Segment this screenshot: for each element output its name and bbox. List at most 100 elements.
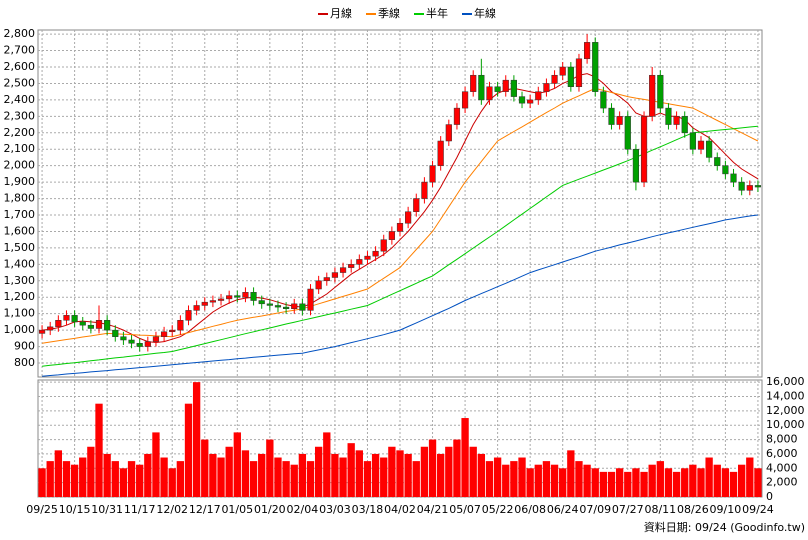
volume-bar [404, 453, 412, 497]
volume-bar [152, 432, 160, 497]
y-tick-label: 2,200 [4, 126, 36, 139]
y-tick-label: 1,400 [4, 257, 36, 270]
x-tick-label: 01/05 [221, 503, 253, 516]
candle-body [722, 165, 729, 175]
volume-bar [477, 453, 486, 497]
x-tick-label: 04/21 [417, 503, 449, 516]
y-tick-label: 1,800 [4, 192, 36, 205]
candle-body [608, 107, 615, 125]
candle-body [242, 292, 249, 298]
candle-body [754, 185, 762, 188]
volume-bar [323, 432, 331, 497]
candle-body [730, 173, 737, 183]
candle-body [413, 198, 420, 212]
volume-bar [371, 453, 380, 497]
candle-body [470, 74, 477, 92]
volume-bar [445, 446, 453, 497]
candle-body [535, 91, 542, 101]
candle-body [640, 116, 648, 183]
volume-bar [550, 464, 559, 497]
volume-bar [355, 450, 363, 497]
volume-bar [681, 468, 689, 497]
volume-bar [314, 446, 323, 497]
x-tick-label: 06/08 [514, 503, 546, 516]
candle-body [706, 140, 713, 158]
x-tick-label: 07/27 [612, 503, 644, 516]
candle-body [527, 99, 534, 104]
x-tick-label: 09/24 [742, 503, 774, 516]
volume-bar [542, 461, 551, 497]
volume-bar [583, 464, 591, 497]
volume-tick-label: 14,000 [766, 390, 805, 403]
volume-bar [615, 468, 624, 497]
volume-bar [119, 468, 128, 497]
volume-bar [103, 453, 111, 497]
candle-body [274, 305, 282, 308]
y-tick-label: 2,600 [4, 60, 36, 73]
x-tick-label: 01/20 [254, 503, 286, 516]
candle-body [429, 165, 436, 183]
legend-label: 半年 [426, 6, 448, 20]
volume-bar [225, 446, 233, 497]
volume-tick-label: 0 [766, 490, 773, 503]
candle-body [632, 148, 640, 183]
volume-bar [136, 464, 144, 497]
candle-body [396, 222, 404, 232]
y-tick-label: 1,700 [4, 208, 36, 221]
x-tick-label: 03/03 [319, 503, 351, 516]
candle-body [356, 259, 363, 265]
volume-bar [672, 471, 681, 497]
y-tick-label: 1,000 [4, 323, 36, 336]
volume-bar [518, 457, 526, 497]
volume-bar [282, 461, 290, 497]
volume-bar [640, 471, 648, 497]
candle-body [185, 310, 192, 321]
x-tick-label: 12/02 [156, 503, 188, 516]
candle-body [144, 341, 151, 347]
legend-label: 季線 [378, 6, 400, 20]
volume-bar [306, 461, 315, 497]
candle-body [543, 83, 550, 92]
x-tick-label: 06/24 [547, 503, 579, 516]
volume-bar [184, 403, 193, 497]
candle-body [478, 74, 485, 101]
candle-body [201, 301, 208, 306]
volume-bar [160, 457, 168, 497]
x-tick-label: 05/07 [449, 503, 481, 516]
candle-body [152, 336, 160, 342]
volume-tick-label: 6,000 [766, 447, 798, 460]
volume-bar [526, 468, 534, 497]
volume-bar [559, 468, 567, 497]
candle-body [518, 96, 526, 104]
candle-body [299, 303, 306, 311]
candle-body [38, 329, 46, 334]
ma-line [42, 214, 758, 377]
volume-bar [46, 461, 54, 497]
y-tick-label: 2,300 [4, 109, 36, 122]
candle-body [697, 140, 705, 150]
candle-body [681, 116, 688, 134]
candle-body [104, 320, 111, 331]
volume-bar [266, 439, 274, 497]
volume-bar [192, 382, 201, 497]
candle-body [226, 295, 233, 300]
candle-body [624, 116, 631, 150]
candle-body [136, 343, 143, 347]
candle-body [169, 329, 176, 333]
x-tick-label: 11/17 [124, 503, 156, 516]
volume-bar [217, 457, 225, 497]
candle-body [689, 132, 696, 150]
candle-body [339, 267, 347, 273]
candle-body [453, 107, 461, 125]
ma-line [42, 73, 759, 344]
candle-body [486, 86, 493, 101]
volume-bar [87, 446, 95, 497]
volume-bar [567, 450, 575, 497]
x-tick-label: 09/25 [26, 503, 58, 516]
candle-body [494, 86, 501, 92]
candle-body [445, 124, 452, 142]
volume-bar [697, 468, 705, 497]
y-tick-label: 1,200 [4, 290, 36, 303]
candle-body [234, 295, 241, 298]
candle-body [307, 288, 314, 311]
